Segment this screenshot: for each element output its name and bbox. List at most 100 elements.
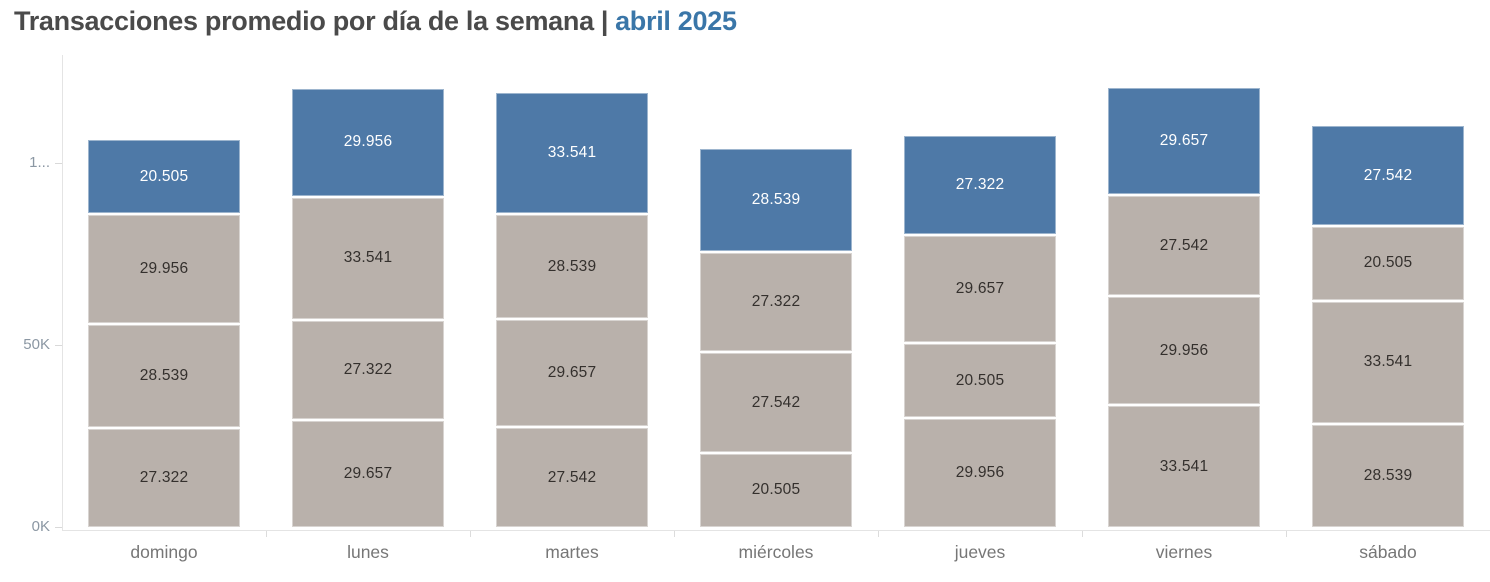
bar-jueves: 27.322 29.657 20.505 29.956 [904,135,1056,527]
bar-column-martes: 33.541 28.539 29.657 27.542 [470,55,674,530]
bar-segment-lunes-0[interactable]: 29.956 [292,88,444,197]
day-label-jueves[interactable]: jueves [954,542,1006,562]
bar-segment-domingo-1[interactable]: 29.956 [88,215,240,323]
bar-segment-value: 29.956 [139,259,189,277]
bar-segment-sábado-1[interactable]: 20.505 [1312,226,1464,301]
bar-segment-value: 27.322 [139,469,189,487]
bar-segment-value: 29.657 [955,280,1005,298]
bar-segment-value: 33.541 [343,249,393,267]
bar-column-viernes: 29.657 27.542 29.956 33.541 [1082,55,1286,530]
x-axis-labels: domingo lunes martes miércoles jueves viernes… [62,531,1490,582]
bar-segment-jueves-2[interactable]: 20.505 [904,344,1056,418]
stacked-bar-chart: 0K 50K 1... 20.505 29.956 28.539 27.322 29.956… [0,55,1490,535]
bar-segment-value: 29.657 [343,464,393,482]
bar-segment-lunes-1[interactable]: 33.541 [292,198,444,319]
y-tick-label: 0K [31,518,50,535]
bar-martes: 33.541 28.539 29.657 27.542 [496,92,648,527]
y-tick-label: 1... [29,154,50,171]
column-divider-tick [878,531,879,537]
bar-segment-miércoles-1[interactable]: 27.322 [700,253,852,352]
column-divider-tick [674,531,675,537]
day-label-martes[interactable]: martes [545,542,599,562]
bar-miércoles: 28.539 27.322 27.542 20.505 [700,148,852,527]
bar-column-domingo: 20.505 29.956 28.539 27.322 [62,55,266,530]
column-divider-tick [470,531,471,537]
bar-segment-viernes-1[interactable]: 27.542 [1108,196,1260,295]
y-tick: 50K [0,335,62,355]
y-tick-label: 50K [23,336,50,353]
bar-segment-value: 29.956 [1159,341,1209,359]
bar-segment-value: 20.505 [955,371,1005,389]
bar-segment-martes-1[interactable]: 28.539 [496,215,648,318]
y-tick: 1... [0,153,62,173]
bar-column-jueves: 27.322 29.657 20.505 29.956 [878,55,1082,530]
bar-segment-sábado-2[interactable]: 33.541 [1312,302,1464,423]
bar-segment-value: 28.539 [547,257,597,275]
bar-segment-value: 27.542 [751,393,801,411]
column-divider-tick [1082,531,1083,537]
bar-segment-value: 33.541 [1363,353,1413,371]
bar-segment-viernes-3[interactable]: 33.541 [1108,406,1260,527]
bar-segment-domingo-3[interactable]: 27.322 [88,429,240,527]
bar-segment-domingo-0[interactable]: 20.505 [88,140,240,214]
y-tick-mark [55,345,62,346]
chart-title-period: abril 2025 [615,6,737,36]
bar-segment-jueves-0[interactable]: 27.322 [904,135,1056,234]
bar-segment-value: 33.541 [1159,457,1209,475]
bar-segment-miércoles-0[interactable]: 28.539 [700,148,852,252]
bar-segment-value: 29.657 [547,364,597,382]
bar-segment-value: 27.322 [955,175,1005,193]
bar-segment-value: 27.542 [1363,166,1413,184]
day-label-viernes[interactable]: viernes [1155,542,1213,562]
chart-title: Transacciones promedio por día de la sem… [14,6,737,37]
bar-segment-value: 29.956 [955,464,1005,482]
bar-sábado: 27.542 20.505 33.541 28.539 [1312,126,1464,527]
bar-column-miércoles: 28.539 27.322 27.542 20.505 [674,55,878,530]
bar-segment-value: 27.542 [1159,236,1209,254]
chart-title-main: Transacciones promedio por día de la sem… [14,6,594,36]
bar-segment-domingo-2[interactable]: 28.539 [88,324,240,428]
bar-segment-sábado-3[interactable]: 28.539 [1312,424,1464,527]
bar-domingo: 20.505 29.956 28.539 27.322 [88,140,240,527]
y-axis-line [62,55,63,530]
y-tick-mark [55,163,62,164]
bar-segment-value: 28.539 [1363,466,1413,484]
bar-column-lunes: 29.956 33.541 27.322 29.657 [266,55,470,530]
column-divider-tick [266,531,267,537]
bar-segment-value: 29.657 [1159,131,1209,149]
bar-segment-value: 33.541 [547,144,597,162]
bar-segment-value: 27.542 [547,468,597,486]
chart-title-separator: | [600,6,609,36]
bar-segment-value: 20.505 [751,481,801,499]
bar-segment-value: 28.539 [139,366,189,384]
day-label-miércoles[interactable]: miércoles [738,542,814,562]
bar-segment-viernes-0[interactable]: 29.657 [1108,87,1260,195]
bars-area: 20.505 29.956 28.539 27.322 29.956 33.541 27.3… [62,55,1490,530]
bar-viernes: 29.657 27.542 29.956 33.541 [1108,87,1260,527]
bar-segment-value: 20.505 [1363,254,1413,272]
bar-segment-martes-3[interactable]: 27.542 [496,428,648,527]
bar-segment-value: 27.322 [343,360,393,378]
y-tick: 0K [0,517,62,537]
bar-segment-value: 28.539 [751,191,801,208]
bar-segment-jueves-1[interactable]: 29.657 [904,235,1056,343]
bar-segment-miércoles-2[interactable]: 27.542 [700,353,852,452]
y-tick-mark [55,527,62,528]
bar-segment-miércoles-3[interactable]: 20.505 [700,453,852,527]
bar-segment-martes-2[interactable]: 29.657 [496,319,648,427]
bar-segment-jueves-3[interactable]: 29.956 [904,419,1056,527]
bar-lunes: 29.956 33.541 27.322 29.657 [292,88,444,527]
bar-segment-sábado-0[interactable]: 27.542 [1312,126,1464,225]
bar-segment-value: 20.505 [139,167,189,185]
day-label-sábado[interactable]: sábado [1359,542,1417,562]
bar-segment-viernes-2[interactable]: 29.956 [1108,296,1260,405]
bar-segment-lunes-3[interactable]: 29.657 [292,420,444,527]
bar-segment-martes-0[interactable]: 33.541 [496,92,648,214]
bar-segment-lunes-2[interactable]: 27.322 [292,320,444,419]
day-label-domingo[interactable]: domingo [130,542,198,562]
x-axis-line [62,530,1490,531]
day-label-lunes[interactable]: lunes [347,542,389,562]
bar-segment-value: 29.956 [343,133,393,151]
bar-segment-value: 27.322 [751,293,801,311]
